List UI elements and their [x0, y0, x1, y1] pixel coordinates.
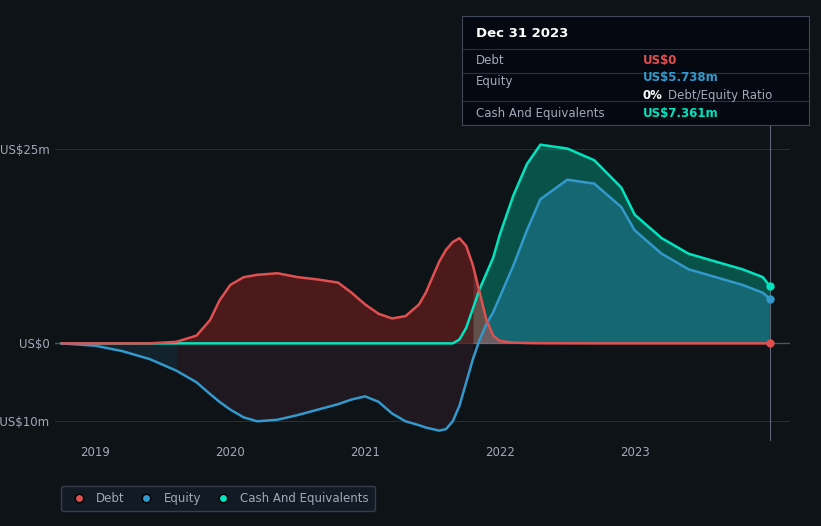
Text: Debt: Debt — [476, 54, 505, 67]
Text: Debt/Equity Ratio: Debt/Equity Ratio — [668, 89, 773, 102]
Text: Cash And Equivalents: Cash And Equivalents — [476, 107, 605, 119]
Legend: Debt, Equity, Cash And Equivalents: Debt, Equity, Cash And Equivalents — [61, 486, 375, 511]
Text: US$7.361m: US$7.361m — [642, 107, 718, 119]
Text: US$5.738m: US$5.738m — [642, 70, 718, 84]
Text: Equity: Equity — [476, 75, 514, 88]
Text: US$0: US$0 — [642, 54, 677, 67]
Text: Dec 31 2023: Dec 31 2023 — [476, 27, 568, 40]
Text: 0%: 0% — [642, 89, 663, 102]
